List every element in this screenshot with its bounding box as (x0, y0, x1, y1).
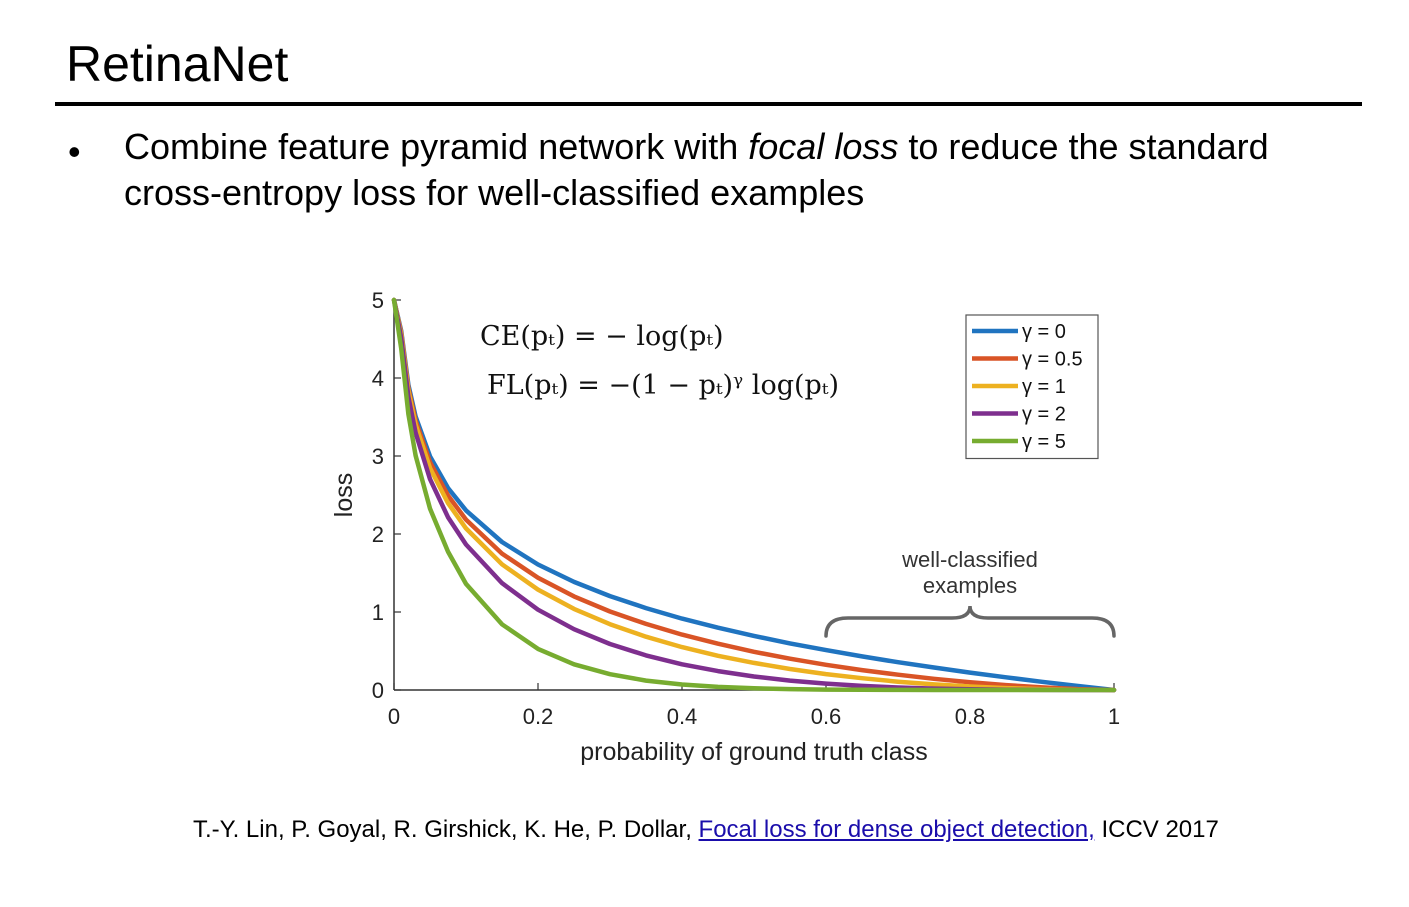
x-tick-label: 0.8 (955, 704, 986, 729)
x-axis-label: probability of ground truth class (580, 738, 927, 766)
citation-authors: T.-Y. Lin, P. Goyal, R. Girshick, K. He,… (193, 816, 699, 843)
y-axis-label: loss (330, 473, 358, 517)
legend-label: γ = 0.5 (1022, 349, 1083, 371)
annotation-brace (824, 605, 1116, 638)
y-tick-label: 1 (372, 600, 384, 625)
y-tick-label: 5 (372, 288, 384, 313)
y-tick-label: 0 (372, 678, 384, 703)
bullet-text-start: Combine feature pyramid network with (124, 126, 749, 167)
x-tick-label: 1 (1108, 704, 1120, 729)
citation: T.-Y. Lin, P. Goyal, R. Girshick, K. He,… (193, 815, 1219, 845)
bullet-marker: • (68, 131, 81, 172)
x-tick-label: 0.6 (811, 704, 842, 729)
series-line (391, 297, 1117, 693)
bullet-text: Combine feature pyramid network with foc… (124, 124, 1374, 216)
bullet-emphasis: focal loss (748, 126, 899, 167)
x-tick-label: 0.4 (667, 704, 698, 729)
legend-label: γ = 5 (1022, 431, 1066, 453)
formula-text: CE(pₜ) = − log(pₜ) (480, 321, 724, 352)
legend-label: γ = 2 (1022, 404, 1066, 426)
formula-text: FL(pₜ) = −(1 − pₜ)ᵞ log(pₜ) (487, 370, 839, 401)
citation-venue: ICCV 2017 (1094, 816, 1219, 843)
annotation-label: well-classified (901, 547, 1038, 572)
annotation-label: examples (923, 573, 1017, 598)
y-tick-label: 3 (372, 444, 384, 469)
legend-label: γ = 1 (1022, 376, 1066, 398)
x-tick-label: 0 (388, 704, 400, 729)
title-divider (55, 102, 1362, 106)
focal-loss-chart: 0 0.2 0.4 0.6 0.8 1 0 1 2 3 4 5 probability of groun… (330, 288, 1120, 766)
slide-title: RetinaNet (66, 36, 289, 92)
y-tick-label: 2 (372, 522, 384, 547)
series-line (391, 297, 1117, 693)
y-tick-label: 4 (372, 366, 384, 391)
bullet-text-end: to reduce the standard cross-entropy los… (124, 126, 1269, 213)
paper-link[interactable]: Focal loss for dense object detection, (698, 816, 1095, 843)
x-tick-label: 0.2 (523, 704, 554, 729)
legend-label: γ = 0 (1022, 321, 1066, 343)
